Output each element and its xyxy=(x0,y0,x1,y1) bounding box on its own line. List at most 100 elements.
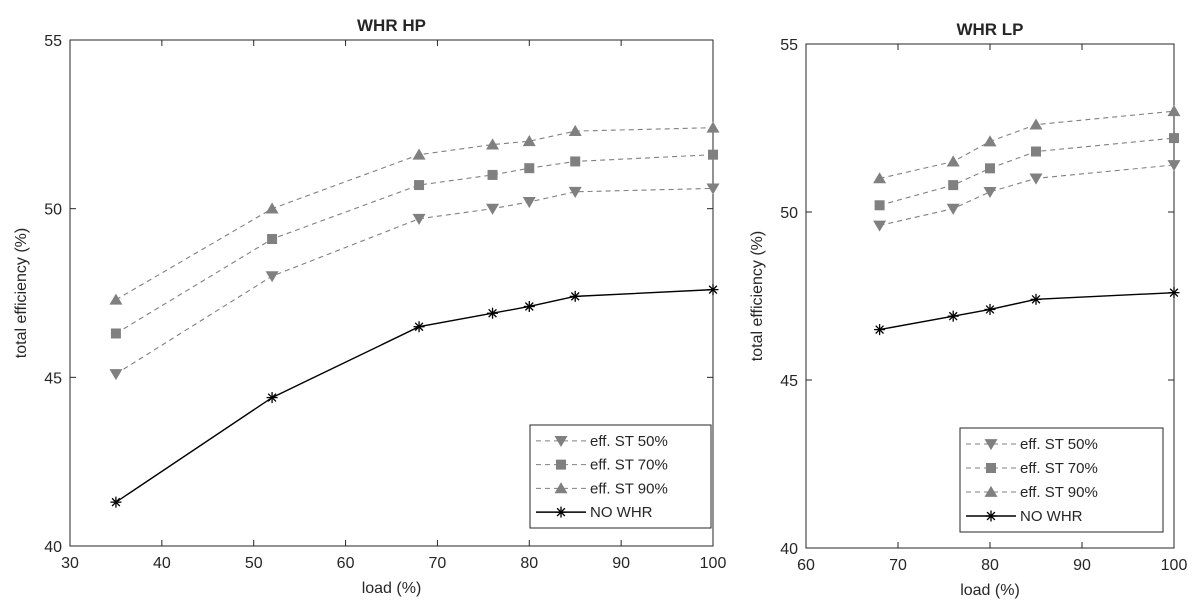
y-tick-label: 40 xyxy=(780,541,798,558)
data-point xyxy=(265,271,279,283)
series-no-whr xyxy=(110,284,719,508)
data-point xyxy=(985,163,995,174)
data-point xyxy=(708,149,718,160)
data-point xyxy=(413,321,425,333)
legend-label: eff. ST 90% xyxy=(590,480,668,497)
marker-stroke xyxy=(948,311,958,321)
legend-marker xyxy=(556,459,566,470)
series-line xyxy=(879,164,1175,226)
y-tick-label: 40 xyxy=(44,539,62,556)
x-tick-label: 70 xyxy=(889,557,907,574)
data-point xyxy=(707,284,719,296)
marker-stroke xyxy=(111,497,121,507)
marker-stroke xyxy=(708,285,718,294)
x-tick-label: 90 xyxy=(1073,557,1091,574)
data-point xyxy=(110,328,121,339)
data-point xyxy=(522,197,536,209)
data-point xyxy=(487,169,498,180)
data-point xyxy=(267,234,278,245)
data-point xyxy=(873,220,887,232)
series-line xyxy=(115,127,714,301)
data-point xyxy=(110,496,122,508)
series-line xyxy=(879,291,1175,331)
y-tick-label: 45 xyxy=(780,373,798,390)
series-eff-st-70 xyxy=(110,149,718,339)
data-point xyxy=(874,324,886,336)
legend-marker xyxy=(984,439,998,451)
data-point xyxy=(568,186,582,198)
series-eff-st-50 xyxy=(873,160,1181,232)
x-axis-label: load (%) xyxy=(362,580,422,597)
marker-stroke xyxy=(488,308,497,318)
data-point xyxy=(947,310,959,322)
y-axis-label: total efficiency (%) xyxy=(749,231,766,361)
legend-marker xyxy=(555,506,567,518)
series-eff-st-70 xyxy=(874,133,1179,211)
legend: eff. ST 50% eff. ST 70% eff. ST 90% NO WHR xyxy=(959,427,1164,533)
y-tick-label: 45 xyxy=(44,370,62,387)
x-tick-label: 50 xyxy=(245,555,263,572)
data-point xyxy=(1029,173,1043,185)
data-point xyxy=(983,186,997,199)
x-tick-label: 80 xyxy=(981,557,999,574)
legend-label: eff. ST 70% xyxy=(1020,460,1098,477)
data-point xyxy=(568,124,582,136)
x-tick-label: 60 xyxy=(797,557,815,574)
marker-stroke xyxy=(414,322,424,332)
legend-label: NO WHR xyxy=(1020,508,1083,525)
data-point xyxy=(109,369,123,381)
data-point xyxy=(946,203,960,215)
data-point xyxy=(1029,118,1043,130)
data-point xyxy=(983,135,997,147)
marker-stroke xyxy=(1031,295,1041,304)
x-tick-label: 100 xyxy=(700,555,727,572)
marker-stroke xyxy=(267,393,277,402)
marker-stroke xyxy=(985,305,995,314)
data-point xyxy=(412,213,426,225)
data-point xyxy=(874,200,885,211)
x-tick-label: 30 xyxy=(61,555,79,572)
data-point xyxy=(487,307,499,319)
data-point xyxy=(486,138,500,150)
data-point xyxy=(486,203,500,215)
x-tick-label: 100 xyxy=(1161,557,1188,574)
legend-label: eff. ST 50% xyxy=(1020,436,1098,453)
legend-marker xyxy=(984,485,998,497)
data-point xyxy=(706,121,720,133)
y-tick-label: 50 xyxy=(44,202,62,219)
data-point xyxy=(569,290,581,302)
data-point xyxy=(984,303,996,315)
series-no-whr xyxy=(874,287,1180,336)
x-tick-label: 60 xyxy=(337,555,355,572)
marker-stroke xyxy=(556,507,566,517)
data-point xyxy=(1167,105,1181,117)
series-eff-st-50 xyxy=(109,183,720,381)
series-line xyxy=(879,110,1175,179)
data-point xyxy=(706,183,720,195)
data-point xyxy=(570,156,581,167)
y-axis-label: total efficiency (%) xyxy=(13,228,30,358)
marker-stroke xyxy=(1169,288,1179,297)
data-point xyxy=(1030,293,1042,305)
legend-marker xyxy=(985,510,997,522)
legend-marker xyxy=(554,436,568,448)
series-line xyxy=(879,137,1175,206)
x-tick-label: 40 xyxy=(153,555,171,572)
data-point xyxy=(109,293,123,305)
y-tick-label: 55 xyxy=(780,37,798,54)
data-point xyxy=(1167,160,1181,172)
data-point xyxy=(1169,133,1179,144)
y-tick-label: 50 xyxy=(780,205,798,222)
x-tick-label: 90 xyxy=(612,555,630,572)
data-point xyxy=(1168,287,1180,299)
chart-title: WHR LP xyxy=(956,20,1023,39)
data-point xyxy=(522,135,536,147)
chart-title: WHR HP xyxy=(357,16,426,35)
x-tick-label: 70 xyxy=(429,555,447,572)
data-point xyxy=(1031,146,1041,157)
marker-stroke xyxy=(875,325,884,334)
y-tick-label: 55 xyxy=(44,33,62,50)
legend: eff. ST 50% eff. ST 70% eff. ST 90% NO WHR xyxy=(529,424,712,529)
